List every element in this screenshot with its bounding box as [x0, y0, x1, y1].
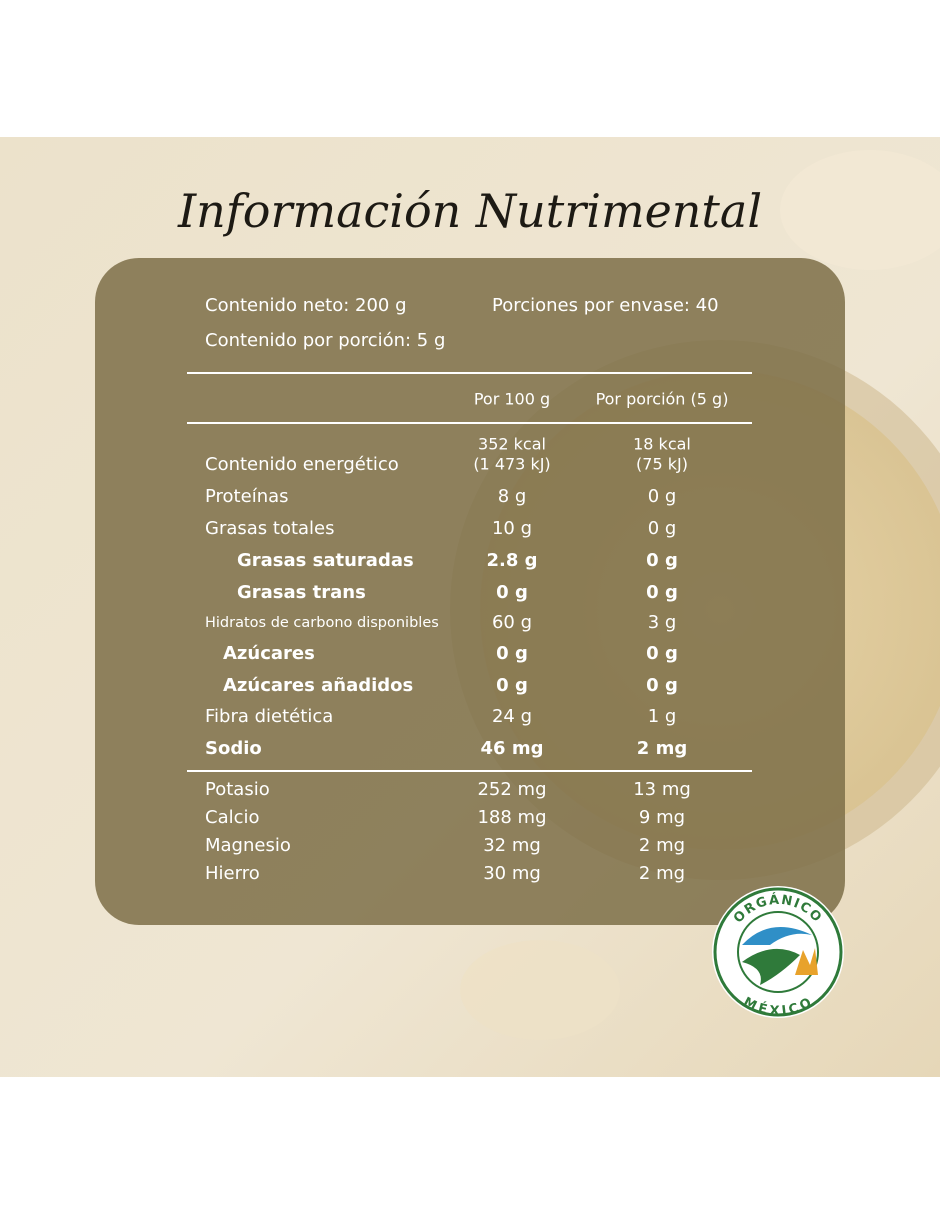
cell: 8 g: [498, 486, 527, 507]
row-label: Potasio: [205, 779, 270, 800]
minerals: Potasio 252 mg 13 mg Calcio 188 mg 9 mg …: [205, 779, 691, 884]
badge-leaf: [742, 948, 800, 985]
cell: 2 mg: [637, 738, 687, 759]
column-header: Por porción (5 g): [596, 390, 729, 409]
cell: 0 g: [646, 675, 678, 696]
row-label: Fibra dietética: [205, 706, 333, 727]
cell: 0 g: [646, 643, 678, 664]
cell: 3 g: [648, 612, 677, 633]
cell: 32 mg: [483, 835, 541, 856]
cell: 1 g: [648, 706, 677, 727]
cell: 352 kcal: [478, 435, 546, 454]
cell: 46 mg: [481, 738, 544, 759]
cell: 188 mg: [477, 807, 546, 828]
row-label: Sodio: [205, 738, 262, 759]
column-header: Por 100 g: [474, 390, 550, 409]
ginger: [460, 940, 620, 1040]
row-label: Contenido energético: [205, 454, 399, 475]
title: Información Nutrimental: [177, 184, 762, 238]
row-label: Hierro: [205, 863, 260, 884]
cell: 18 kcal: [633, 435, 691, 454]
cell: 252 mg: [477, 779, 546, 800]
row-label: Azúcares añadidos: [223, 675, 413, 696]
row-label: Grasas totales: [205, 518, 335, 539]
panel: [95, 258, 845, 925]
serving-size: Contenido por porción: 5 g: [205, 330, 445, 351]
row-label: Grasas saturadas: [237, 550, 414, 571]
cell: 24 g: [492, 706, 532, 727]
row-label: Calcio: [205, 807, 260, 828]
cell: 13 mg: [633, 779, 691, 800]
rows: Proteínas 8 g 0 g Grasas totales 10 g 0 …: [205, 486, 687, 759]
cell: 10 g: [492, 518, 532, 539]
organic-badge: ORGÁNICO MÉXICO: [712, 886, 844, 1019]
ginger: [780, 150, 940, 270]
cell: 60 g: [492, 612, 532, 633]
cell: (75 kJ): [636, 455, 688, 474]
cell: 0 g: [496, 582, 528, 603]
cell: 0 g: [648, 486, 677, 507]
row-label: Hidratos de carbono disponibles: [205, 615, 439, 631]
badge-flame: [795, 948, 818, 975]
cell: 2 mg: [639, 835, 685, 856]
cell: 9 mg: [639, 807, 685, 828]
badge-wave: [742, 927, 812, 945]
cell: 30 mg: [483, 863, 541, 884]
row-label: Azúcares: [223, 643, 315, 664]
cell: 0 g: [496, 675, 528, 696]
row-label: Magnesio: [205, 835, 291, 856]
cell: 0 g: [646, 550, 678, 571]
row-label: Grasas trans: [237, 582, 366, 603]
cell: 2.8 g: [486, 550, 537, 571]
cell: 0 g: [648, 518, 677, 539]
cell: 0 g: [646, 582, 678, 603]
row-label: Proteínas: [205, 486, 289, 507]
net-content: Contenido neto: 200 g: [205, 295, 407, 316]
cell: 0 g: [496, 643, 528, 664]
servings: Porciones por envase: 40: [492, 295, 719, 316]
cell: (1 473 kJ): [473, 455, 550, 474]
badge-border: [713, 887, 843, 1017]
cell: 2 mg: [639, 863, 685, 884]
